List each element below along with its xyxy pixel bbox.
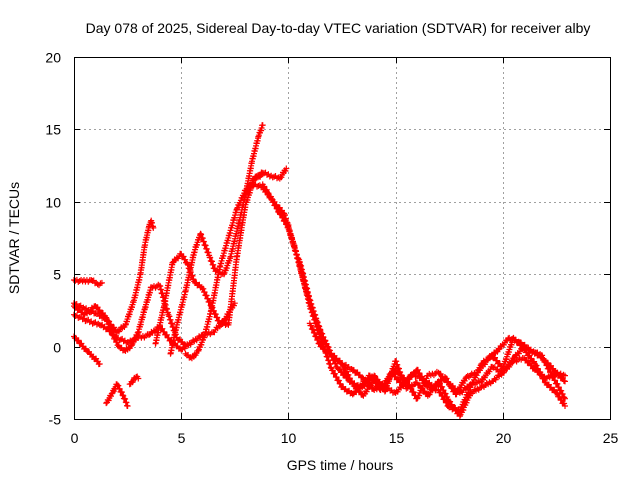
series-track-a bbox=[71, 276, 105, 289]
x-tick-label: 5 bbox=[178, 430, 186, 446]
y-tick-label: 15 bbox=[45, 122, 61, 138]
y-tick-label: -5 bbox=[49, 412, 62, 428]
series-track-b bbox=[71, 333, 103, 368]
y-tick-label: 10 bbox=[45, 195, 61, 211]
series-track-k bbox=[242, 165, 290, 198]
series-track-g bbox=[126, 373, 142, 388]
x-tick-label: 0 bbox=[71, 430, 79, 446]
x-tick-label: 10 bbox=[281, 430, 297, 446]
y-tick-label: 0 bbox=[53, 340, 61, 356]
series-track-i bbox=[167, 122, 266, 357]
series-marker-path bbox=[71, 276, 105, 289]
y-tick-label: 20 bbox=[45, 50, 61, 66]
series-marker-path bbox=[71, 333, 103, 368]
series-track-n bbox=[296, 256, 568, 414]
y-axis-title: SDTVAR / TECUs bbox=[6, 182, 22, 294]
series-marker-path bbox=[306, 320, 568, 402]
series-marker-path bbox=[242, 165, 290, 198]
plot-frame bbox=[74, 57, 611, 420]
series-marker-path bbox=[103, 381, 131, 409]
x-axis-title: GPS time / hours bbox=[287, 457, 394, 473]
series-marker-path bbox=[126, 373, 142, 388]
axis-ticks: 0 5 10 15 20 25 -5 0 5 10 15 20 bbox=[45, 50, 618, 447]
series-track-f bbox=[103, 381, 131, 409]
series-track-o bbox=[306, 320, 568, 402]
x-tick-label: 20 bbox=[496, 430, 512, 446]
chart-title: Day 078 of 2025, Sidereal Day-to-day VTE… bbox=[86, 20, 591, 36]
series-marker-path bbox=[167, 122, 266, 357]
data-series bbox=[71, 122, 568, 420]
series-marker-path bbox=[296, 256, 568, 414]
x-tick-label: 25 bbox=[603, 430, 619, 446]
x-tick-label: 15 bbox=[389, 430, 405, 446]
y-tick-label: 5 bbox=[53, 267, 61, 283]
